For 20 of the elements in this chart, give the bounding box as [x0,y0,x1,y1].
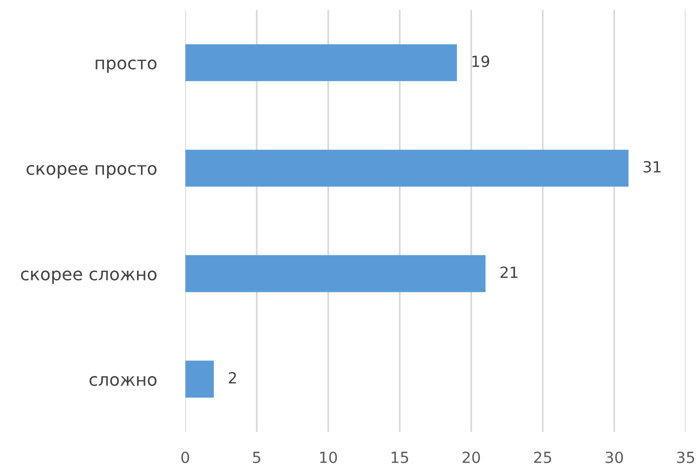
x-tick-label: 0 [181,452,190,464]
x-tick-label: 5 [253,452,260,464]
data-label: 2 [228,372,236,384]
bar [185,360,214,398]
x-tick-label: 10 [320,452,337,464]
y-tick-label: просто [96,60,157,73]
y-tick-label: скорее просто [26,165,156,178]
data-label: 21 [500,266,518,278]
x-tick-label: 20 [462,452,480,464]
bar [185,255,486,292]
bar [185,44,457,82]
x-tick-label: 15 [392,452,408,464]
y-tick-label: сложно [90,376,157,386]
data-label: 19 [472,56,490,68]
x-tick-label: 35 [677,452,694,464]
x-tick-label: 30 [606,452,623,464]
y-tick-label: скорее сложно [20,270,156,284]
data-label: 31 [644,161,660,173]
bar [185,150,629,187]
x-tick-label: 25 [534,452,552,464]
